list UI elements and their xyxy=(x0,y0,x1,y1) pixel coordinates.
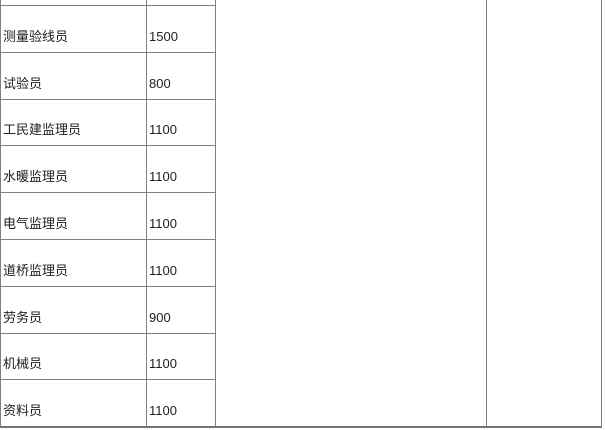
empty-column-cell xyxy=(215,0,487,428)
job-title-cell: 劳务员 xyxy=(0,285,147,334)
table-row: 工民建监理员 1100 xyxy=(0,98,602,147)
fee-cell: 1100 xyxy=(146,379,216,428)
table-row: 电气监理员 1100 xyxy=(0,192,602,240)
table-row: 水暖监理员 1100 xyxy=(0,145,602,194)
empty-column-cell xyxy=(486,0,602,428)
table-row: 机械员 1100 xyxy=(0,332,602,381)
job-title-cell: 资料员 xyxy=(0,379,147,428)
fee-cell: 1100 xyxy=(146,238,216,287)
job-title-cell: 水暖监理员 xyxy=(0,145,147,194)
job-title-cell: 测量验线员 xyxy=(0,5,147,53)
table-row: 道桥监理员 1100 xyxy=(0,238,602,287)
job-title-cell: 试验员 xyxy=(0,51,147,100)
fee-cell: 1100 xyxy=(146,332,216,381)
fee-cell: 1100 xyxy=(146,98,216,147)
table-row: 资料员 1100 xyxy=(0,379,602,428)
job-title-cell: 电气监理员 xyxy=(0,192,147,240)
fee-cell: 1100 xyxy=(146,145,216,194)
fee-cell: 900 xyxy=(146,285,216,334)
table-row: 试验员 800 xyxy=(0,51,602,100)
fee-cell: 800 xyxy=(146,51,216,100)
fee-cell: 1500 xyxy=(146,5,216,53)
job-title-cell: 工民建监理员 xyxy=(0,98,147,147)
table-row: 测量验线员 1500 xyxy=(0,5,602,53)
fee-cell: 1100 xyxy=(146,192,216,240)
job-title-cell: 机械员 xyxy=(0,332,147,381)
job-title-cell: 道桥监理员 xyxy=(0,238,147,287)
